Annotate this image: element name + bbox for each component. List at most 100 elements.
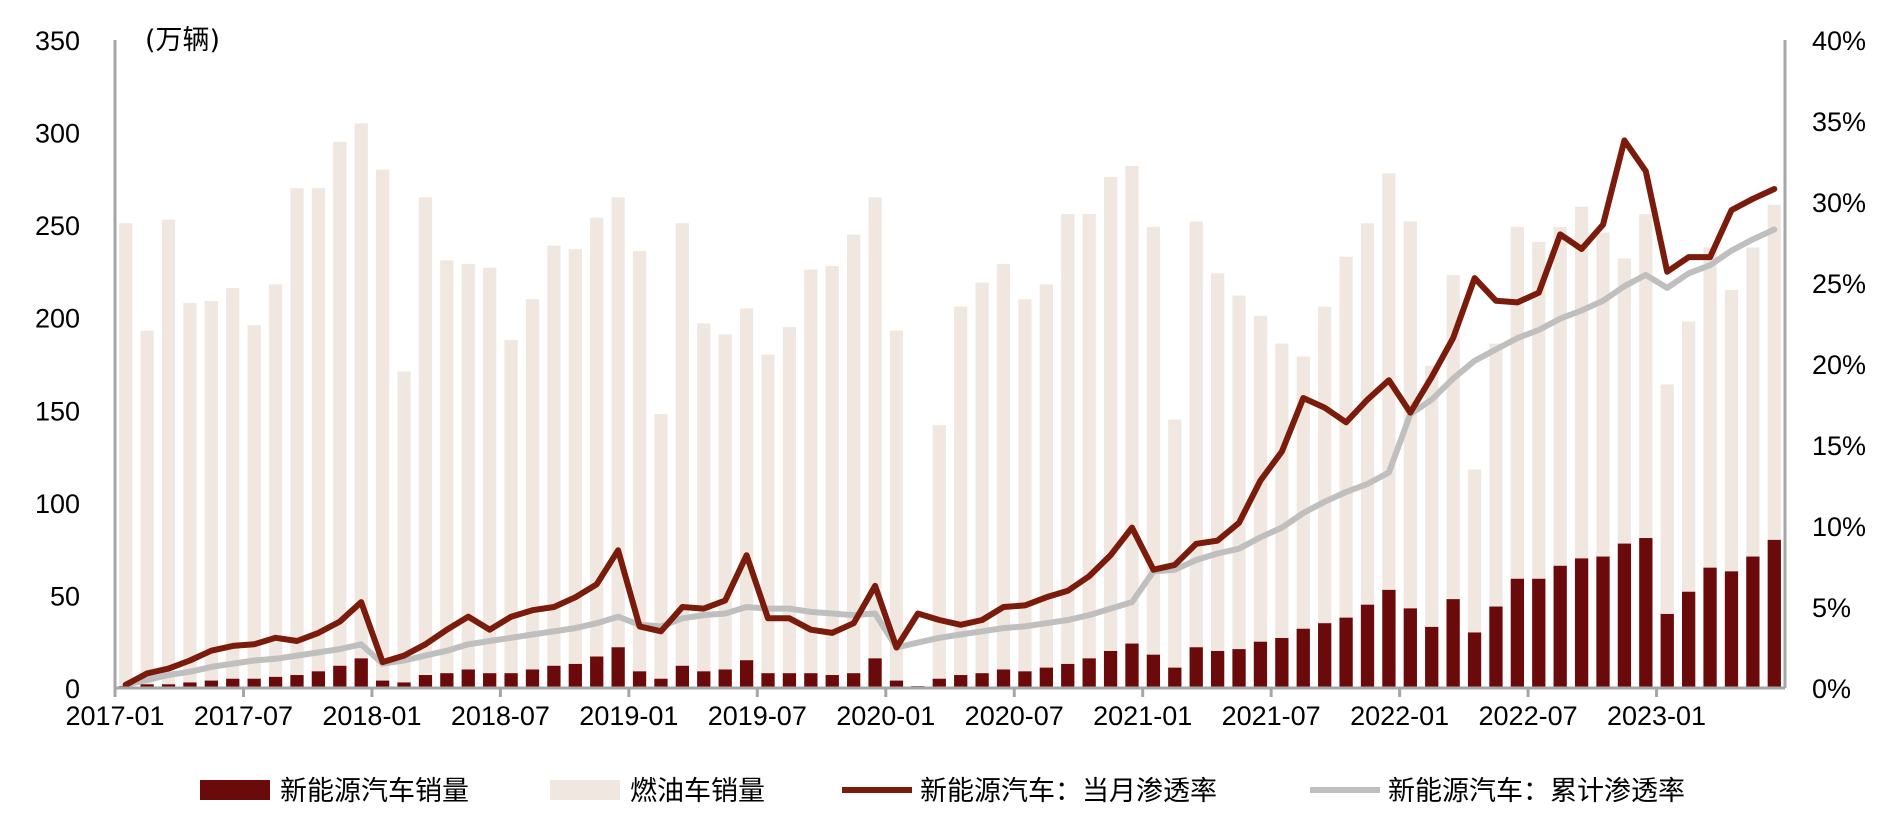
y-right-tick-label: 15% [1812, 431, 1866, 461]
ice-bar [1253, 315, 1268, 688]
ice-bar [375, 169, 390, 689]
nev-bar [1210, 650, 1225, 688]
ice-bar [1275, 343, 1289, 688]
ice-bar [782, 326, 797, 688]
y-right-tick-label: 5% [1812, 593, 1851, 623]
ice-bar [1318, 306, 1332, 688]
ice-bar [1532, 241, 1546, 688]
nev-bar [804, 673, 818, 688]
legend-swatch-ice-sales [550, 780, 620, 800]
nev-bar [1232, 649, 1246, 688]
nev-bar [140, 684, 154, 688]
y-left-tick-label: 50 [50, 581, 80, 611]
ice-bar [1360, 223, 1375, 688]
ice-bar [333, 141, 347, 689]
nev-bar [461, 669, 475, 688]
ice-bar [1232, 295, 1246, 688]
y-left-tick-label: 350 [35, 26, 80, 56]
nev-bar [761, 673, 775, 688]
nev-bars [119, 538, 1781, 688]
nev-bar [1682, 591, 1696, 688]
ice-bar [461, 264, 475, 688]
unit-label: (万辆) [145, 25, 220, 56]
nev-bar [1382, 589, 1396, 688]
ice-bar [889, 330, 904, 688]
nev-bar [1703, 567, 1717, 688]
nev-bar [611, 647, 625, 688]
y-right-tick-label: 30% [1812, 188, 1866, 218]
x-tick-label: 2020-01 [836, 701, 935, 731]
nev-bar [1318, 623, 1332, 688]
y-left-tick-label: 100 [35, 489, 80, 519]
ice-bar [975, 282, 989, 688]
nev-bar [1425, 626, 1439, 688]
nev-bar [1660, 613, 1674, 688]
penetration-lines [122, 137, 1778, 688]
nev-bar [397, 682, 411, 688]
axes [113, 40, 1787, 690]
nev-bar [1103, 650, 1118, 688]
ice-bar [1660, 384, 1674, 688]
ice-bar [1489, 343, 1503, 688]
nev-bar [1639, 538, 1653, 688]
nev-bar [311, 671, 326, 688]
nev-bar [1339, 617, 1353, 688]
ice-bar [204, 301, 218, 688]
nev-bar [847, 673, 861, 688]
nev-bar [1489, 606, 1503, 688]
ice-bar [568, 249, 582, 688]
nev-bar [825, 675, 839, 688]
left-axis-ticks: 0 50 100 150 200 250 300 350 [35, 26, 80, 704]
nev-bar [290, 675, 304, 688]
y-right-tick-label: 0% [1812, 674, 1851, 704]
ice-bar [418, 197, 433, 688]
x-tick-label: 2019-07 [708, 701, 807, 731]
nev-bar [1574, 558, 1589, 688]
nev-bar [1082, 658, 1096, 688]
x-tick-label: 2021-07 [1222, 701, 1321, 731]
nev-bar [568, 663, 582, 688]
y-right-tick-label: 10% [1812, 512, 1866, 542]
ice-bar [119, 223, 133, 688]
nev-bar [483, 673, 497, 688]
x-axis-ticks: 2017-01 2017-07 2018-01 2018-07 2019-01 2019-… [65, 688, 1706, 731]
ice-bar [654, 413, 668, 688]
nev-bar [1296, 628, 1310, 688]
nev-bar [868, 658, 882, 688]
nev-bar [782, 673, 797, 688]
ice-bar [932, 425, 946, 688]
ice-bar [739, 308, 754, 688]
nev-bar [954, 675, 968, 688]
nev-bar [1403, 608, 1417, 688]
nev-bar [975, 673, 989, 688]
y-right-tick-label: 40% [1812, 26, 1866, 56]
nev-bar [1553, 565, 1567, 688]
nev-bar [161, 684, 176, 688]
ice-bar [1403, 221, 1417, 688]
nev-bar [739, 660, 754, 688]
ice-bar [718, 334, 732, 688]
nev-bar [268, 676, 283, 688]
nev-bar [418, 675, 433, 688]
ice-bar [183, 302, 197, 688]
ice-bar [954, 306, 968, 688]
nev-bar [654, 678, 668, 688]
ice-bar [226, 288, 240, 688]
nev-bar [1360, 604, 1375, 688]
ice-bar [1125, 165, 1139, 688]
ice-bar [440, 260, 454, 688]
ice-bar [268, 284, 283, 688]
ice-bar [247, 325, 261, 688]
nev-bar [333, 665, 347, 688]
nev-bar [226, 678, 240, 688]
ice-bar [996, 264, 1011, 688]
nev-bar [932, 678, 946, 688]
nev-bar [1146, 654, 1161, 688]
nev-bar [1467, 632, 1482, 688]
ice-bar [761, 354, 775, 688]
ice-bar [1382, 173, 1396, 688]
x-tick-label: 2022-07 [1479, 701, 1578, 731]
legend-label-monthly-penetration: 新能源汽车：当月渗透率 [920, 776, 1217, 807]
nev-bar [1125, 643, 1139, 688]
nev-bar [1446, 599, 1460, 688]
